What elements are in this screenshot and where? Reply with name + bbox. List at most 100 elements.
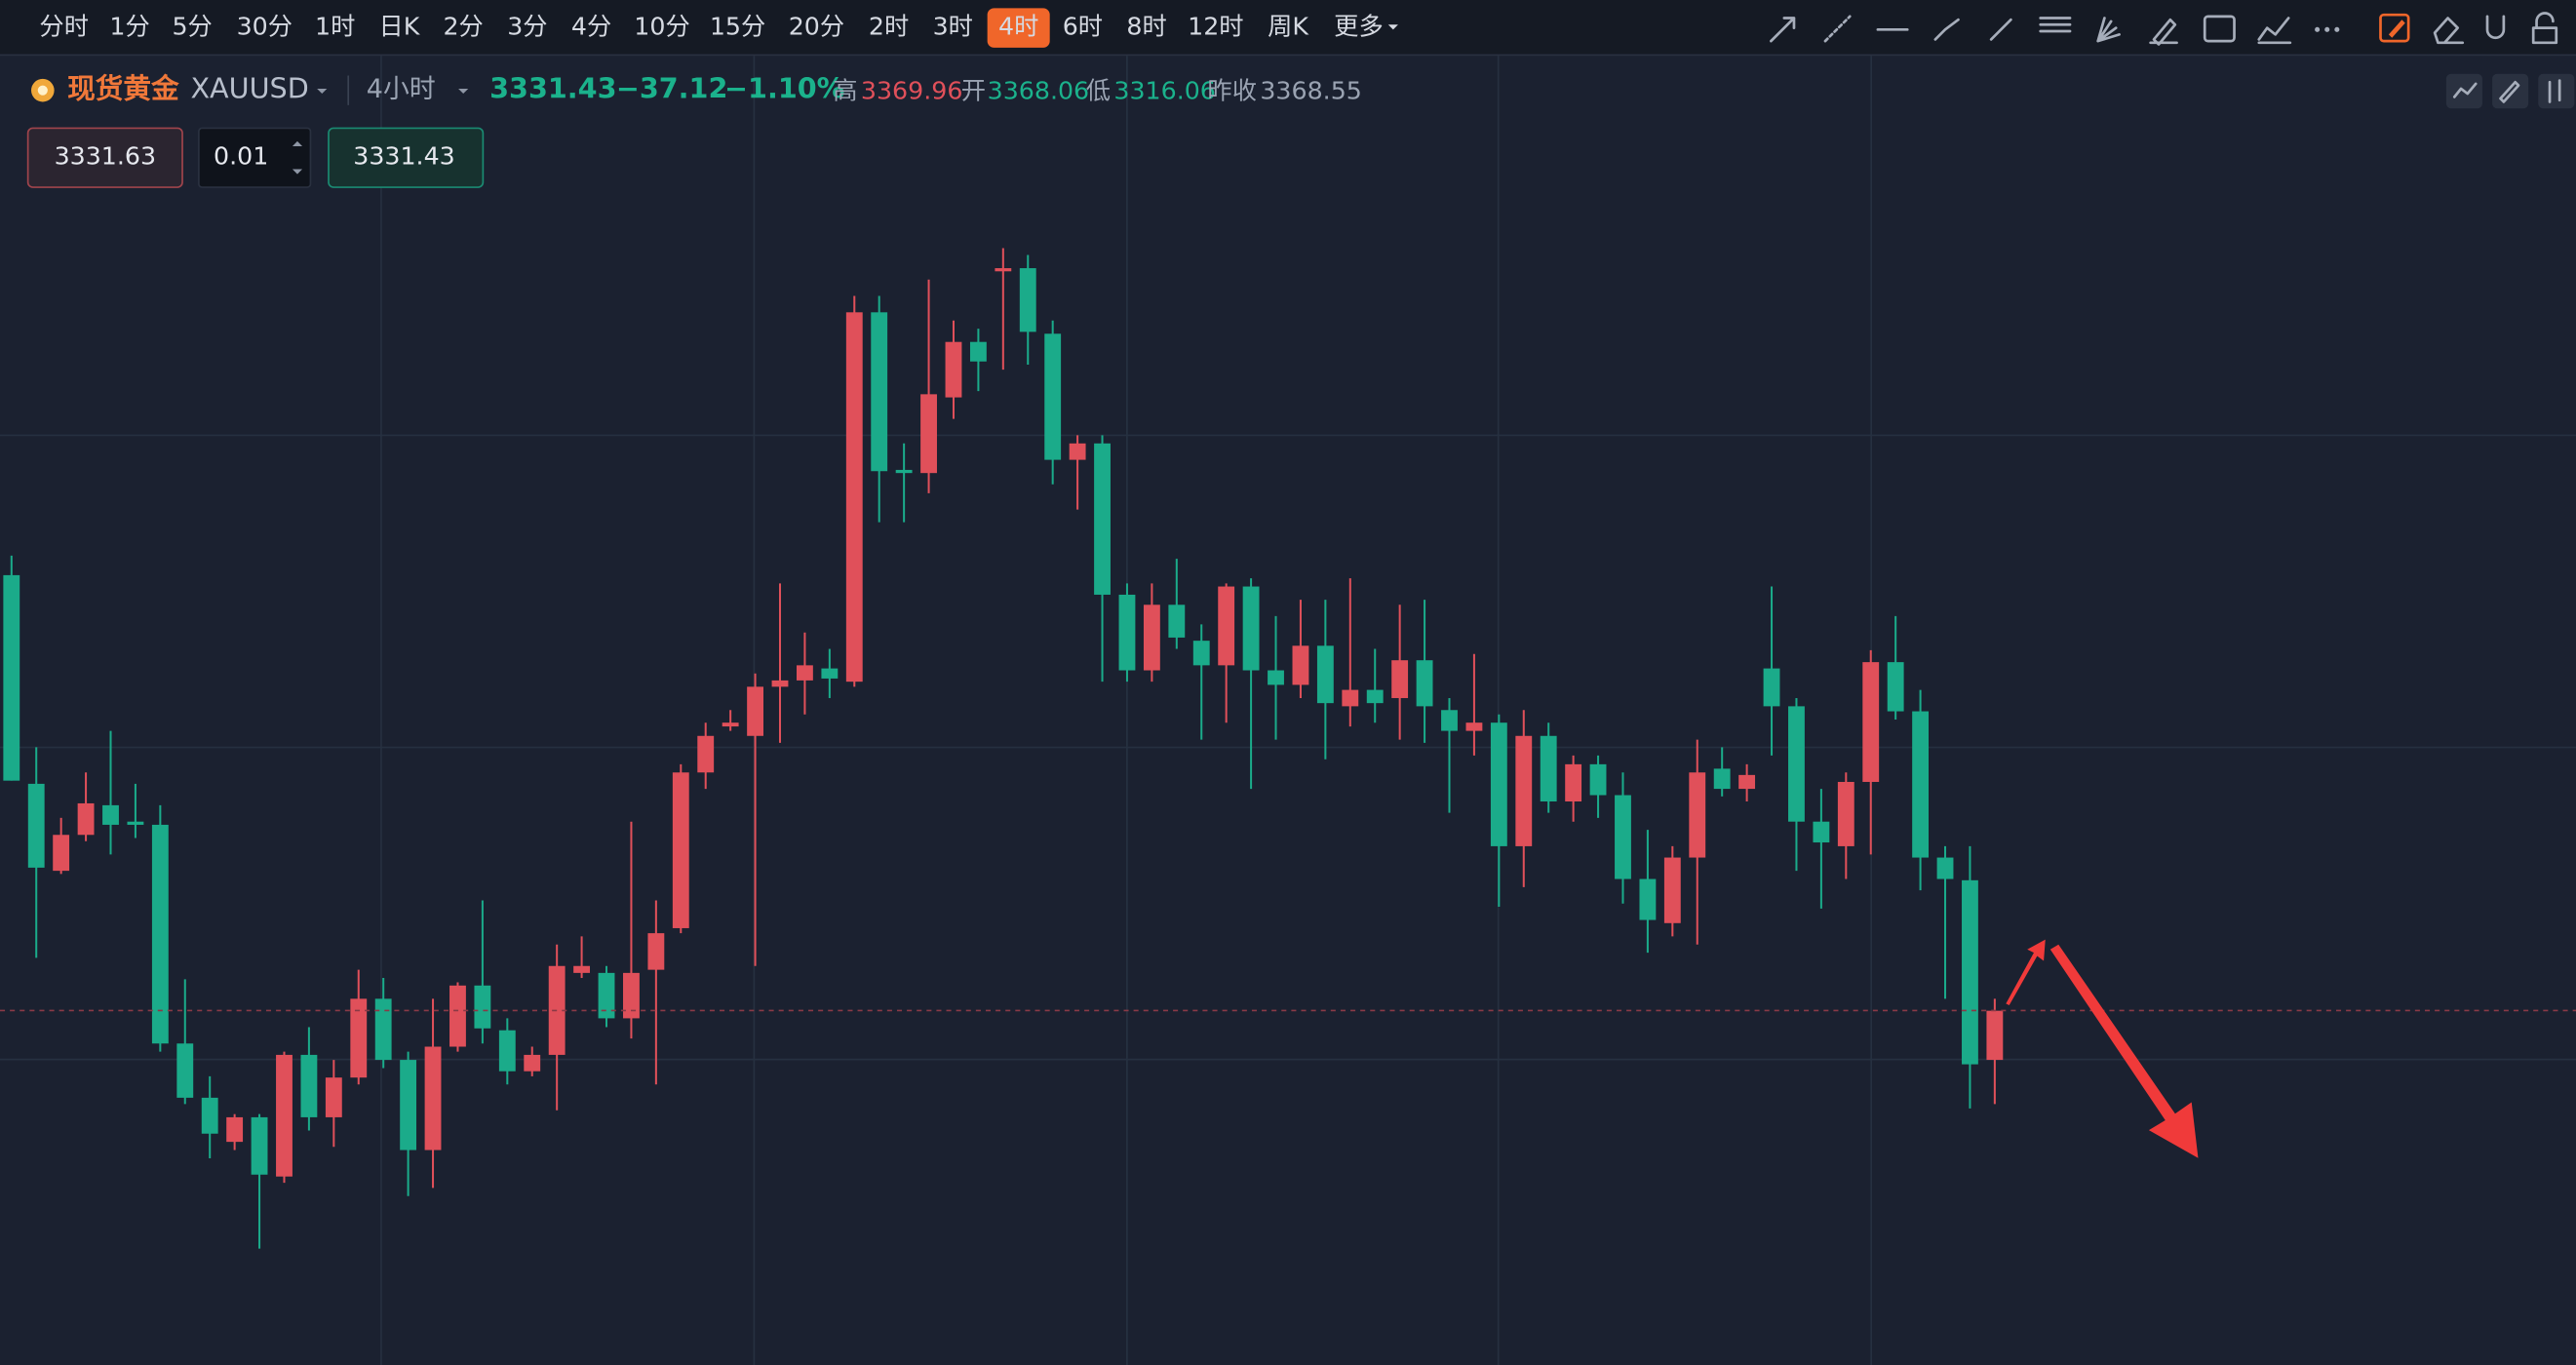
candle-body [251, 1116, 268, 1175]
period-tabs: 分时 1分 5分 30分 1时 日K 2分 3分 4分 10分 15分 20分 2时 3时 4时 6时 8时 12… [39, 8, 1309, 48]
period-tab[interactable]: 5分 [172, 13, 212, 41]
candle-body [1044, 333, 1062, 460]
buy-button[interactable] [328, 127, 485, 188]
candle-body [672, 772, 689, 928]
tool-segment[interactable] [1933, 18, 1960, 41]
period-tab[interactable]: 3时 [933, 13, 973, 41]
active-tab [987, 8, 1050, 48]
sell-button[interactable] [26, 127, 183, 188]
more-button[interactable]: 更多 [1334, 13, 1384, 41]
more-caret [1387, 24, 1398, 30]
candle-body [1589, 763, 1607, 796]
header-buttons [2445, 73, 2575, 109]
candle-body [871, 312, 888, 472]
candle-body [920, 394, 937, 474]
lot-input[interactable] [198, 127, 312, 188]
candle-body [1316, 645, 1334, 704]
tool-lock[interactable] [2531, 12, 2558, 45]
candle-body [1118, 594, 1136, 671]
annotation-arrow-up [2006, 939, 2046, 1006]
candle-body [1788, 706, 1805, 822]
candle-body [1268, 670, 1284, 685]
candle-body [573, 965, 591, 973]
sell-price: 3331.63 [55, 142, 156, 171]
symbol[interactable]: XAUUSD [190, 72, 308, 105]
tool-eraser[interactable] [2433, 17, 2465, 45]
candle-body [1813, 821, 1830, 843]
period-tab[interactable]: 15分 [710, 13, 765, 41]
tool-brush[interactable] [2149, 18, 2178, 46]
period-tab[interactable]: 20分 [789, 13, 844, 41]
period-tab[interactable]: 4分 [571, 13, 611, 41]
candle-body [1218, 586, 1235, 666]
candle-body [474, 985, 491, 1029]
candle-body [350, 998, 368, 1078]
candle-body [300, 1054, 318, 1117]
candle-body [1465, 722, 1483, 731]
candle-body [697, 735, 715, 773]
candle-body [325, 1077, 342, 1117]
candle-body [821, 668, 839, 679]
edit-button[interactable] [2492, 73, 2529, 109]
tool-trend[interactable] [1989, 18, 2012, 41]
period-tab[interactable]: 10分 [634, 13, 689, 41]
candle-body [1242, 586, 1260, 671]
candle-button[interactable] [2538, 73, 2575, 109]
candle-button-icon [2548, 79, 2561, 103]
candle-body [176, 1043, 194, 1098]
period-tab[interactable]: 8时 [1126, 13, 1166, 41]
open-label: 开 [961, 76, 986, 104]
tool-indicator[interactable] [2257, 17, 2292, 45]
tool-fan[interactable] [2096, 17, 2121, 43]
tool-draw-mode[interactable] [2379, 13, 2410, 43]
candle-body [3, 574, 20, 781]
candle-body [201, 1097, 218, 1134]
candle-body [895, 469, 913, 474]
candle-body [1986, 1010, 2004, 1061]
period-tab[interactable]: 12时 [1188, 13, 1243, 41]
period-tab[interactable]: 3分 [507, 13, 547, 41]
candle-body [722, 722, 739, 727]
candle-body [598, 972, 615, 1019]
period-tab[interactable]: 日K [379, 13, 421, 41]
candle-body [449, 985, 466, 1047]
prev-close-label: 昨收 [1207, 76, 1257, 104]
candle-body [1366, 689, 1384, 704]
tool-magnet[interactable] [2485, 15, 2506, 40]
prev-close-value: 3368.55 [1260, 76, 1361, 104]
tool-more[interactable] [2315, 26, 2340, 32]
candle-body [623, 972, 640, 1019]
period-tab[interactable]: 6时 [1063, 13, 1103, 41]
high-label: 高 [833, 76, 857, 104]
candle-body [1192, 641, 1210, 666]
tool-fibonacci[interactable] [2039, 17, 2072, 33]
tool-image[interactable] [2203, 15, 2236, 43]
candle-body [1069, 443, 1086, 460]
period-tab[interactable]: 1时 [315, 13, 355, 41]
candle-body [151, 824, 169, 1044]
open-value: 3368.06 [988, 76, 1089, 104]
period-tab[interactable]: 30分 [237, 13, 293, 41]
price-change: −37.12 [616, 72, 728, 105]
candle-body [400, 1060, 417, 1150]
period-tab[interactable]: 分时 [39, 13, 89, 41]
interval-caret [458, 88, 469, 95]
period-tab[interactable]: 2分 [443, 13, 483, 41]
tool-arrow[interactable] [1770, 17, 1796, 43]
period-tab[interactable]: 1分 [109, 13, 149, 41]
symbol-caret [317, 88, 328, 95]
period-tab[interactable]: 2时 [869, 13, 909, 41]
tool-ray[interactable] [1823, 15, 1852, 43]
candle-body [1168, 604, 1186, 638]
candle-body [1862, 662, 1880, 782]
candle-body [1763, 668, 1780, 707]
candle-body [647, 933, 665, 970]
period-tab[interactable]: 4时 [998, 13, 1038, 41]
period-tab[interactable]: 周K [1268, 13, 1309, 41]
candle-body [1441, 710, 1458, 731]
edit-button-icon [2499, 80, 2520, 103]
interval[interactable]: 4小时 [367, 74, 436, 104]
